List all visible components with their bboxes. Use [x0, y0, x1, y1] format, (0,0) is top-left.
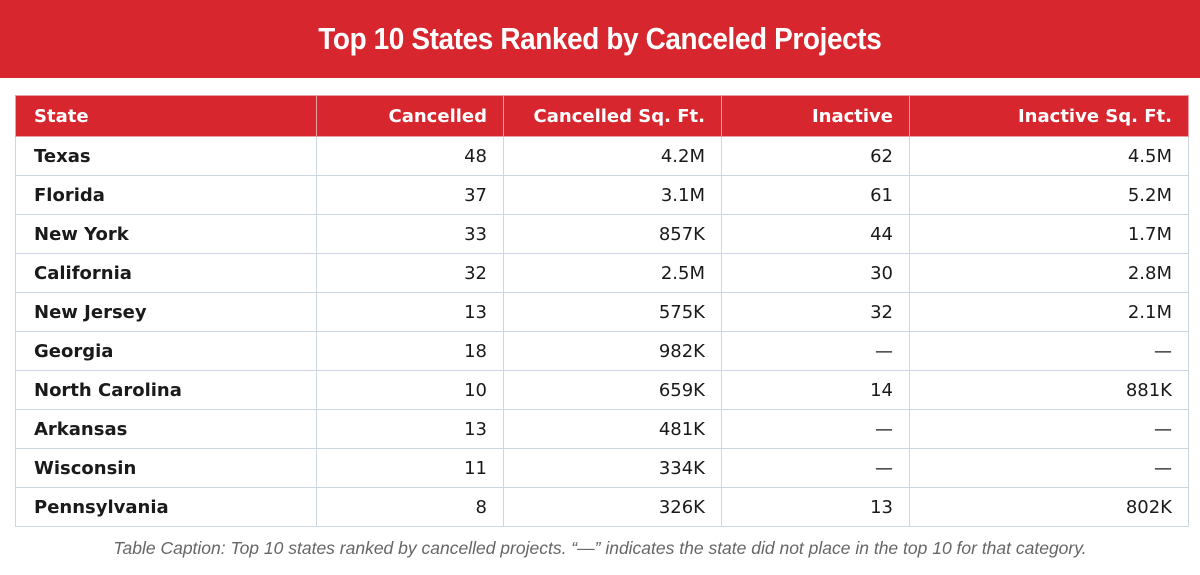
value-cell: 37 — [316, 175, 504, 215]
value-cell: — — [721, 331, 910, 371]
table-row: California 32 2.5M 30 2.8M — [15, 253, 1189, 293]
column-header: Cancelled — [316, 95, 504, 137]
value-cell: 326K — [503, 487, 722, 527]
table-row: Wisconsin 11 334K — — — [15, 448, 1189, 488]
value-cell: 2.5M — [503, 253, 722, 293]
value-cell: 10 — [316, 370, 504, 410]
value-cell: — — [909, 331, 1189, 371]
column-header: Inactive — [721, 95, 910, 137]
value-cell: 13 — [721, 487, 910, 527]
value-cell: — — [909, 448, 1189, 488]
table-body: Texas 48 4.2M 62 4.5M Florida 37 3.1M 61 5.2M New … — [15, 136, 1189, 527]
column-header: Cancelled Sq. Ft. — [503, 95, 722, 137]
table-row: North Carolina 10 659K 14 881K — [15, 370, 1189, 410]
column-header: State — [15, 95, 317, 137]
title: Top 10 States Ranked by Canceled Project… — [318, 21, 882, 56]
column-header: Inactive Sq. Ft. — [909, 95, 1189, 137]
table-row: Pennsylvania 8 326K 13 802K — [15, 487, 1189, 527]
value-cell: 8 — [316, 487, 504, 527]
value-cell: 11 — [316, 448, 504, 488]
table-row: New Jersey 13 575K 32 2.1M — [15, 292, 1189, 332]
value-cell: 14 — [721, 370, 910, 410]
state-cell: Florida — [15, 175, 317, 215]
header-row: State Cancelled Cancelled Sq. Ft. Inactive I… — [15, 95, 1189, 137]
caption: Table Caption: Top 10 states ranked by c… — [113, 538, 1087, 558]
value-cell: 62 — [721, 136, 910, 176]
value-cell: 18 — [316, 331, 504, 371]
value-cell: 2.1M — [909, 292, 1189, 332]
state-cell: North Carolina — [15, 370, 317, 410]
value-cell: — — [721, 409, 910, 449]
value-cell: 30 — [721, 253, 910, 293]
state-cell: Texas — [15, 136, 317, 176]
value-cell: 13 — [316, 409, 504, 449]
value-cell: 13 — [316, 292, 504, 332]
value-cell: 3.1M — [503, 175, 722, 215]
table-row: Texas 48 4.2M 62 4.5M — [15, 136, 1189, 176]
state-cell: New Jersey — [15, 292, 317, 332]
value-cell: 48 — [316, 136, 504, 176]
data-table: State Cancelled Cancelled Sq. Ft. Inactive I… — [15, 95, 1189, 527]
value-cell: 61 — [721, 175, 910, 215]
value-cell: 32 — [316, 253, 504, 293]
state-cell: Wisconsin — [15, 448, 317, 488]
value-cell: — — [721, 448, 910, 488]
value-cell: 4.5M — [909, 136, 1189, 176]
title-banner: Top 10 States Ranked by Canceled Project… — [0, 0, 1200, 78]
state-cell: New York — [15, 214, 317, 254]
value-cell: 802K — [909, 487, 1189, 527]
value-cell: 4.2M — [503, 136, 722, 176]
state-cell: Arkansas — [15, 409, 317, 449]
value-cell: 33 — [316, 214, 504, 254]
table-row: New York 33 857K 44 1.7M — [15, 214, 1189, 254]
value-cell: 481K — [503, 409, 722, 449]
value-cell: 982K — [503, 331, 722, 371]
value-cell: 44 — [721, 214, 910, 254]
state-cell: Georgia — [15, 331, 317, 371]
value-cell: 334K — [503, 448, 722, 488]
value-cell: — — [909, 409, 1189, 449]
table-row: Georgia 18 982K — — — [15, 331, 1189, 371]
value-cell: 32 — [721, 292, 910, 332]
table-row: Florida 37 3.1M 61 5.2M — [15, 175, 1189, 215]
value-cell: 857K — [503, 214, 722, 254]
value-cell: 5.2M — [909, 175, 1189, 215]
value-cell: 2.8M — [909, 253, 1189, 293]
value-cell: 881K — [909, 370, 1189, 410]
value-cell: 1.7M — [909, 214, 1189, 254]
value-cell: 659K — [503, 370, 722, 410]
state-cell: California — [15, 253, 317, 293]
table-row: Arkansas 13 481K — — — [15, 409, 1189, 449]
value-cell: 575K — [503, 292, 722, 332]
state-cell: Pennsylvania — [15, 487, 317, 527]
